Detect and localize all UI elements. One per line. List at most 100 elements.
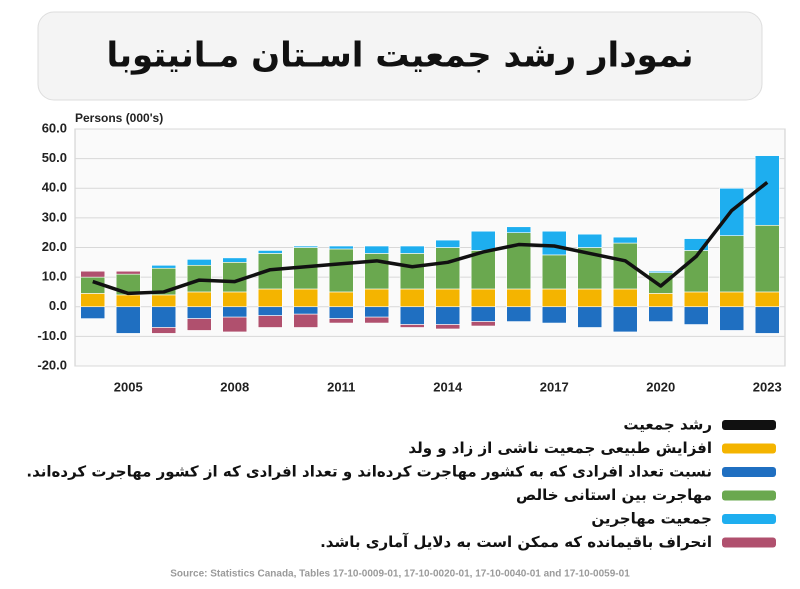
- x-tick-label: 2005: [114, 379, 143, 394]
- y-tick-label: 20.0: [42, 239, 67, 254]
- legend-swatch: [722, 514, 776, 524]
- legend-label: رشد جمعیت: [623, 416, 712, 434]
- bar-segment: [719, 306, 745, 331]
- y-tick-label: 60.0: [42, 120, 67, 135]
- bar-segment: [115, 270, 141, 275]
- bar-segment: [80, 270, 106, 278]
- legend-swatch: [722, 467, 776, 477]
- bar-segment: [151, 294, 177, 308]
- bar-segment: [222, 257, 248, 263]
- bar-segment: [541, 306, 567, 324]
- bar-segment: [293, 306, 319, 315]
- bar-segment: [115, 306, 141, 334]
- x-tick-label: 2020: [646, 379, 675, 394]
- bar-segment: [222, 316, 248, 333]
- bar-segment: [328, 248, 354, 293]
- x-tick-label: 2023: [753, 379, 782, 394]
- bar-segment: [719, 235, 745, 293]
- bar-segment: [683, 291, 709, 308]
- bar-segment: [506, 288, 532, 308]
- bar-segment: [399, 306, 425, 325]
- bar-segment: [151, 327, 177, 334]
- bar-segment: [435, 239, 461, 248]
- bar-segment: [328, 291, 354, 308]
- y-tick-label: 40.0: [42, 180, 67, 195]
- bar-segment: [399, 253, 425, 290]
- legend-label: افزایش طبیعی جمعیت ناشی از زاد و ولد: [408, 439, 712, 457]
- source: Source: Statistics Canada, Tables 17-10-…: [170, 569, 630, 580]
- bar-segment: [222, 291, 248, 308]
- bar-segment: [328, 245, 354, 250]
- bar-segment: [399, 245, 425, 254]
- bar-segment: [364, 288, 390, 308]
- bar-segment: [328, 318, 354, 324]
- y-tick-label: -20.0: [37, 357, 67, 372]
- bar-segment: [293, 313, 319, 328]
- bar-segment: [151, 264, 177, 269]
- bar-segment: [612, 288, 638, 308]
- bar-segment: [186, 318, 212, 331]
- bar-segment: [754, 224, 780, 293]
- bar-segment: [470, 230, 496, 251]
- legend-label: نسبت تعداد افرادی که به کشور مهاجرت کرده…: [26, 463, 712, 481]
- bar-segment: [470, 321, 496, 327]
- x-tick-label: 2017: [540, 379, 569, 394]
- chart-title: نمودار رشد جمعیت اسـتان مـانیتوبا: [106, 36, 693, 76]
- bar-segment: [80, 306, 106, 319]
- legend-label: جمعیت مهاجرین: [591, 510, 712, 528]
- bar-segment: [754, 291, 780, 308]
- y-tick-label: 30.0: [42, 209, 67, 224]
- bar-segment: [151, 306, 177, 328]
- bar-segment: [186, 291, 212, 308]
- bar-segment: [364, 306, 390, 318]
- x-tick-label: 2014: [433, 379, 463, 394]
- bar-segment: [470, 288, 496, 308]
- bar-segment: [222, 306, 248, 318]
- bar-segment: [648, 272, 674, 294]
- legend-swatch: [722, 420, 776, 430]
- bar-segment: [612, 236, 638, 244]
- bar-segment: [435, 288, 461, 308]
- bar-segment: [541, 254, 567, 290]
- legend-swatch: [722, 490, 776, 501]
- bar-segment: [186, 259, 212, 266]
- bar-segment: [257, 315, 283, 328]
- bar-segment: [470, 250, 496, 290]
- bar-segment: [506, 232, 532, 290]
- bar-segment: [577, 306, 603, 328]
- y-axis-label: Persons (000's): [75, 111, 163, 125]
- bar-segment: [364, 253, 390, 290]
- line: [92, 180, 769, 296]
- bar-segment: [435, 324, 461, 330]
- bar-segment: [435, 306, 461, 325]
- bar-segment: [257, 306, 283, 316]
- legend-label: مهاجرت بین استانی خالص: [516, 486, 712, 504]
- bar-segment: [612, 306, 638, 333]
- bar-segment: [115, 294, 141, 308]
- x-tick-label: 2008: [220, 379, 249, 394]
- bar-segment: [293, 288, 319, 308]
- legend-label: انحراف باقیمانده که ممکن است به دلایل آم…: [320, 533, 712, 551]
- bar-segment: [719, 291, 745, 308]
- bar-segment: [399, 324, 425, 328]
- bar-segment: [470, 306, 496, 322]
- title-box: [37, 11, 763, 101]
- bar-segment: [506, 226, 532, 233]
- bar-segment: [399, 288, 425, 308]
- legend-swatch: [722, 443, 776, 454]
- y-tick-label: -10.0: [37, 328, 67, 343]
- bar-segment: [293, 245, 319, 248]
- bar-segment: [648, 306, 674, 322]
- bar-segment: [506, 306, 532, 322]
- bar-segment: [364, 316, 390, 324]
- bar-segment: [257, 288, 283, 308]
- bar-segment: [541, 288, 567, 308]
- bar-segment: [577, 233, 603, 248]
- bar-segment: [577, 288, 603, 308]
- legend-swatch: [722, 537, 776, 548]
- bar-segment: [754, 306, 780, 334]
- bar-segment: [364, 245, 390, 254]
- y-tick-label: 0.0: [49, 298, 67, 313]
- x-tick-label: 2011: [327, 379, 355, 394]
